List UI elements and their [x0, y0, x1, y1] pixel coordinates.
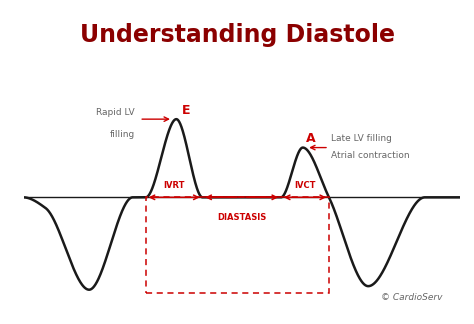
Text: © CardioServ: © CardioServ	[381, 293, 442, 302]
Text: Late LV filling: Late LV filling	[331, 134, 392, 143]
Text: Rapid LV: Rapid LV	[96, 108, 135, 117]
Text: A: A	[306, 132, 316, 145]
Text: E: E	[182, 104, 190, 117]
Text: IVRT: IVRT	[164, 180, 185, 190]
Text: filling: filling	[109, 130, 135, 139]
Text: IVCT: IVCT	[294, 180, 316, 190]
Text: Understanding Diastole: Understanding Diastole	[80, 23, 394, 47]
Bar	[146, 197, 329, 293]
Text: Atrial contraction: Atrial contraction	[331, 151, 410, 160]
Text: DIASTASIS: DIASTASIS	[217, 213, 266, 222]
